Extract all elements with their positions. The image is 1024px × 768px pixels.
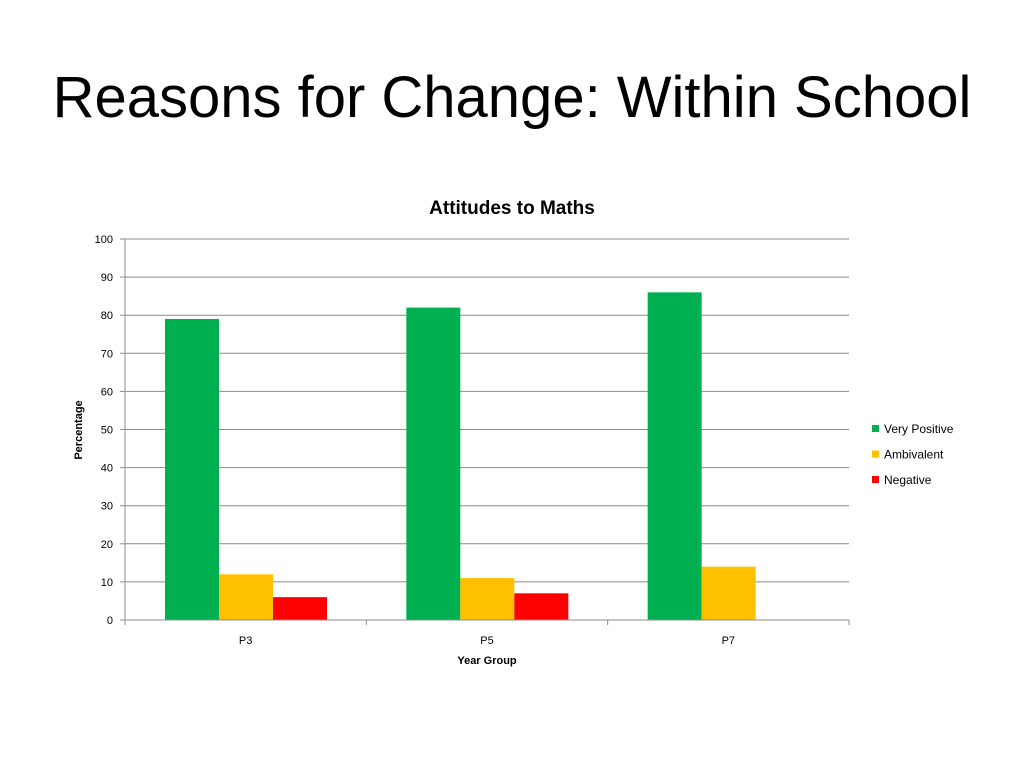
x-tick-label: P7 [722,635,735,647]
y-tick-label: 80 [101,310,113,322]
chart-title: Attitudes to Maths [429,198,595,219]
y-axis-ticks: 0 10 20 30 40 50 60 70 80 90 100 [95,234,125,627]
x-axis-label: Year Group [457,655,517,667]
legend-label-negative: Negative [884,473,932,487]
y-axis-label: Percentage [73,400,85,459]
x-axis-ticks: P3 P5 P7 [124,620,850,647]
bar-ambivalent-p3 [219,574,273,620]
y-tick-label: 20 [101,539,113,551]
bar-very-positive-p3 [165,319,219,620]
legend-swatch-ambivalent [872,450,879,458]
legend-swatch-negative [872,476,879,483]
bar-ambivalent-p5 [460,578,515,620]
y-tick-label: 10 [101,577,113,589]
y-tick-label: 100 [95,234,113,246]
x-tick-label: P5 [480,635,493,647]
y-tick-label: 0 [107,615,113,627]
y-tick-label: 90 [101,272,113,284]
legend-label-very-positive: Very Positive [884,422,954,436]
bar-negative-p5 [514,593,569,620]
y-tick-label: 30 [101,501,113,513]
y-tick-label: 70 [101,348,113,360]
chart-bars [165,292,756,620]
chart-gridlines [125,238,849,583]
bar-ambivalent-p7 [701,566,756,620]
chart-legend: Very Positive Ambivalent Negative [872,422,954,487]
bar-very-positive-p5 [406,307,461,620]
y-tick-label: 40 [101,463,113,475]
legend-label-ambivalent: Ambivalent [884,448,944,462]
bar-very-positive-p7 [647,292,702,620]
bar-negative-p3 [273,597,327,620]
slide-title: Reasons for Change: Within School [52,65,972,130]
legend-swatch-very-positive [872,425,879,432]
x-tick-label: P3 [239,635,252,647]
y-tick-label: 50 [101,425,113,437]
y-tick-label: 60 [101,386,113,398]
